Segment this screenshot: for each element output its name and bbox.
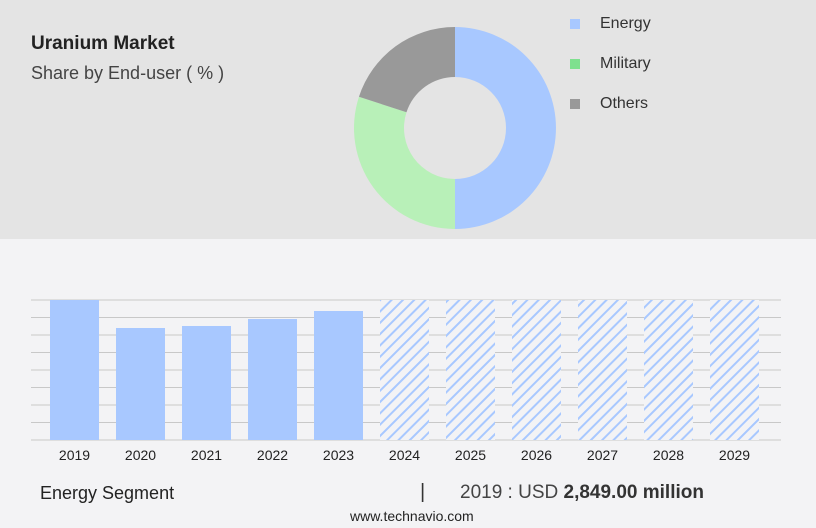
legend-label: Energy <box>600 15 651 32</box>
segment-value: 2019 : USD 2,849.00 million <box>460 482 704 504</box>
x-tick-label: 2025 <box>455 447 486 463</box>
legend-military: Military <box>570 55 651 73</box>
bar-2028 <box>644 300 693 440</box>
bar-2020 <box>116 328 165 440</box>
x-tick-label: 2022 <box>257 447 288 463</box>
bar-2019 <box>50 300 99 440</box>
legend-label: Military <box>600 55 651 72</box>
bar-2029 <box>710 300 759 440</box>
legend-others: Others <box>570 95 648 113</box>
bar-2025 <box>446 300 495 440</box>
legend-energy: Energy <box>570 15 651 33</box>
legend-swatch <box>570 99 580 109</box>
bar-2024 <box>380 300 429 440</box>
x-tick-label: 2023 <box>323 447 354 463</box>
bar-2026 <box>512 300 561 440</box>
bar-2027 <box>578 300 627 440</box>
separator: | <box>420 481 426 503</box>
x-tick-label: 2020 <box>125 447 156 463</box>
x-tick-label: 2029 <box>719 447 750 463</box>
x-tick-label: 2026 <box>521 447 552 463</box>
x-tick-label: 2028 <box>653 447 684 463</box>
bar-2023 <box>314 311 363 440</box>
donut-slice-military <box>353 96 455 230</box>
bar-2021 <box>182 325 231 440</box>
chart-title: Uranium Market <box>31 33 175 54</box>
donut-slice-energy <box>455 27 556 229</box>
x-tick-label: 2021 <box>191 447 222 463</box>
x-tick-label: 2024 <box>389 447 420 463</box>
legend-swatch <box>570 59 580 69</box>
legend-swatch <box>570 19 580 29</box>
chart-subtitle: Share by End-user ( % ) <box>31 63 225 83</box>
source-url: www.technavio.com <box>350 508 474 524</box>
bar-2022 <box>248 319 297 440</box>
year-label: 2019 : USD <box>460 482 559 503</box>
legend-label: Others <box>600 95 649 112</box>
segment-label: Energy Segment <box>40 483 175 503</box>
donut-slice-others <box>358 27 455 113</box>
x-tick-label: 2027 <box>587 447 618 463</box>
value-amount: 2,849.00 million <box>563 482 704 503</box>
x-tick-label: 2019 <box>59 447 90 463</box>
